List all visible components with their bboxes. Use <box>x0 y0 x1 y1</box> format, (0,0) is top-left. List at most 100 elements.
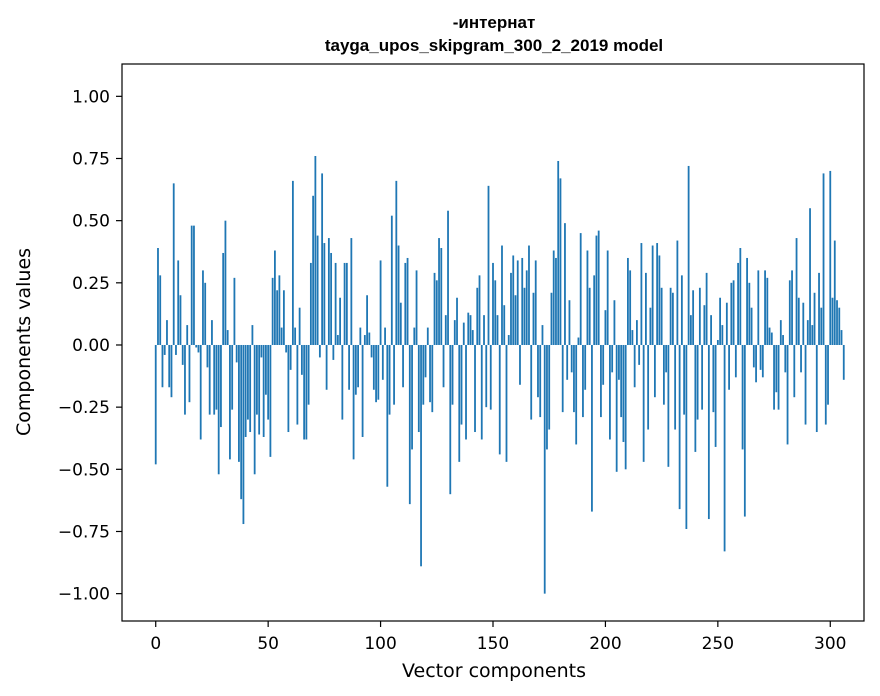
bar <box>433 272 436 345</box>
bar <box>743 344 746 517</box>
bar <box>287 344 290 433</box>
bar <box>496 315 499 345</box>
bar <box>510 272 512 345</box>
bar <box>586 250 589 345</box>
bar <box>217 344 220 475</box>
bar <box>573 344 575 413</box>
bar <box>532 292 535 345</box>
bar <box>256 344 258 415</box>
bar <box>404 262 407 345</box>
bar <box>213 344 216 415</box>
bar <box>309 262 312 345</box>
bar <box>741 344 744 450</box>
bar <box>300 344 303 375</box>
bar <box>501 245 503 345</box>
bar <box>687 165 690 345</box>
bar <box>671 292 674 345</box>
bar <box>636 320 638 345</box>
bar <box>154 344 157 465</box>
bar <box>719 297 721 345</box>
bar <box>519 344 521 385</box>
bar <box>647 344 650 430</box>
bar <box>609 344 611 440</box>
bar <box>276 290 279 345</box>
bar <box>642 344 645 462</box>
bar <box>451 344 454 405</box>
bar <box>559 178 562 345</box>
bar <box>265 344 267 395</box>
bar <box>543 344 546 594</box>
bar <box>440 248 443 345</box>
bar <box>512 255 515 345</box>
bar <box>793 344 796 398</box>
bar <box>552 250 555 345</box>
bar <box>397 245 400 345</box>
bar <box>782 335 784 345</box>
bar <box>251 325 254 345</box>
bar <box>352 344 355 460</box>
bar <box>483 315 485 345</box>
bar <box>489 344 492 410</box>
bar <box>285 344 288 353</box>
bar <box>653 344 656 398</box>
bar <box>420 344 422 567</box>
bar <box>503 305 506 345</box>
bar <box>725 302 728 345</box>
bar <box>568 300 571 345</box>
bar <box>208 344 211 415</box>
bar <box>417 344 420 433</box>
bar <box>521 257 524 345</box>
bar <box>467 312 470 345</box>
bar <box>226 330 229 345</box>
bar <box>172 183 175 345</box>
bar <box>827 344 829 405</box>
bar <box>723 344 726 552</box>
bar <box>478 275 481 345</box>
bar <box>649 307 652 345</box>
bar <box>366 295 368 345</box>
bar <box>505 344 508 462</box>
bar <box>755 344 757 383</box>
bar <box>181 344 184 365</box>
bar <box>314 156 317 345</box>
bar <box>334 262 337 345</box>
bar <box>712 344 715 413</box>
bar <box>336 335 339 345</box>
bar <box>676 240 679 345</box>
bar <box>829 170 832 345</box>
bar <box>800 344 802 373</box>
x-tick-label: 0 <box>150 634 161 654</box>
bar <box>395 180 398 345</box>
bar <box>570 344 573 373</box>
bar <box>618 344 620 380</box>
bar <box>462 322 465 345</box>
bar <box>786 344 789 445</box>
bar <box>166 320 168 345</box>
bar <box>426 327 429 345</box>
bar <box>534 260 537 345</box>
bar <box>492 262 494 345</box>
bar <box>591 344 593 512</box>
bar <box>804 344 807 425</box>
bar <box>269 344 272 457</box>
bar <box>761 344 764 378</box>
bar <box>179 295 182 345</box>
bar <box>728 344 730 390</box>
bar <box>184 344 186 415</box>
bar <box>811 325 814 345</box>
bar <box>701 344 704 410</box>
bar <box>784 344 787 373</box>
bar <box>577 337 580 345</box>
bar <box>606 250 609 345</box>
bar <box>327 238 330 345</box>
bar <box>291 180 294 345</box>
bar <box>231 344 234 410</box>
bar <box>386 344 389 487</box>
bar <box>831 297 834 345</box>
bar <box>550 292 553 345</box>
bar <box>566 344 569 380</box>
x-axis-label: Vector components <box>402 660 586 682</box>
bar <box>523 287 526 345</box>
bar <box>600 344 602 418</box>
